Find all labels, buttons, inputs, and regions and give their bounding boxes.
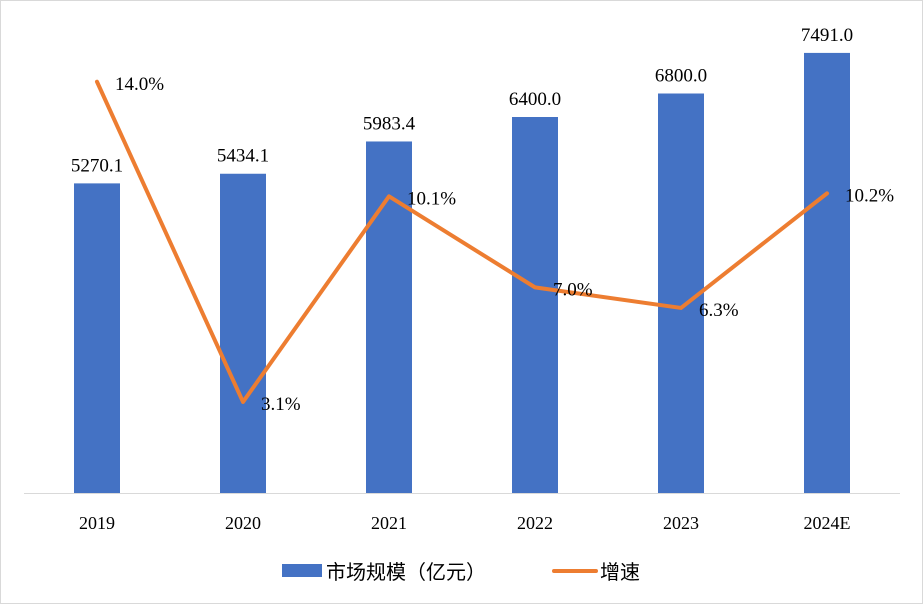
legend: 市场规模（亿元） 增速	[282, 560, 640, 584]
bar-2022	[512, 117, 558, 493]
bar-2021	[366, 141, 412, 493]
line-data-label: 10.1%	[407, 188, 456, 209]
bar-data-label: 6400.0	[509, 89, 561, 110]
x-tick-label: 2020	[225, 513, 261, 533]
line-data-label: 10.2%	[845, 185, 894, 206]
bar-data-label: 7491.0	[801, 25, 853, 46]
growth-line	[95, 79, 829, 404]
x-tick-label: 2024E	[804, 513, 851, 533]
x-tick-label: 2022	[517, 513, 553, 533]
bar-2023	[658, 93, 704, 493]
line-data-label: 3.1%	[261, 394, 301, 415]
bar-2024E	[804, 52, 850, 494]
x-tick-label: 2023	[663, 513, 699, 533]
line-data-label: 7.0%	[553, 279, 593, 300]
x-tick-label: 2021	[371, 513, 407, 533]
legend-label-bar: 市场规模（亿元）	[326, 560, 486, 584]
bar-data-label: 5270.1	[71, 155, 123, 176]
bar-data-label: 5983.4	[363, 113, 416, 134]
legend-label-line: 增速	[600, 560, 640, 584]
bar-data-label: 5434.1	[217, 146, 269, 167]
bar-data-label: 6800.0	[655, 66, 707, 87]
bar-2019	[74, 183, 120, 493]
x-tick-label: 2019	[79, 513, 115, 533]
line-data-label: 6.3%	[699, 300, 739, 321]
legend-swatch-bar	[282, 564, 322, 577]
bar-2020	[220, 173, 266, 493]
line-data-label: 14.0%	[115, 74, 164, 95]
